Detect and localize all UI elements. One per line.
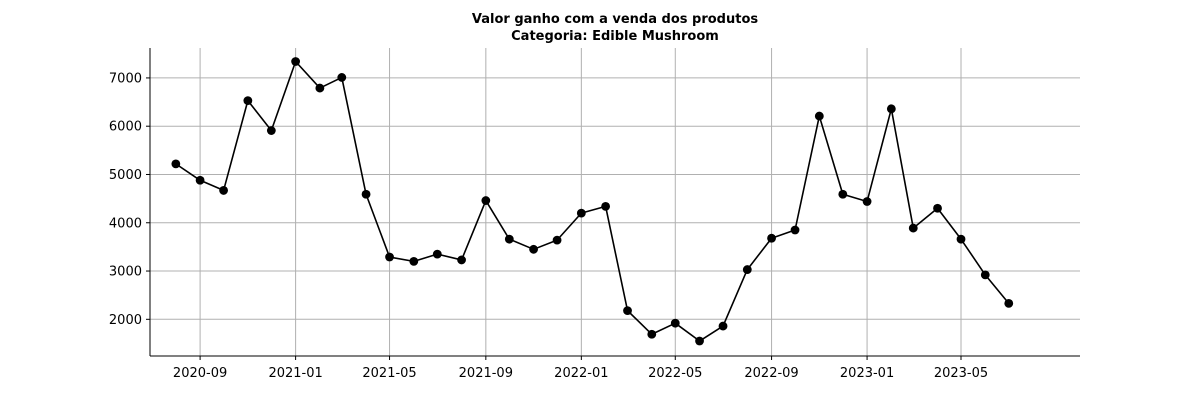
data-point (767, 233, 776, 243)
data-point (315, 83, 325, 93)
axes (146, 48, 1080, 360)
data-point (243, 96, 253, 106)
x-tick-label: 2021-05 (362, 366, 416, 381)
data-point (790, 225, 800, 235)
x-tick-label: 2021-09 (459, 366, 513, 381)
data-point (1004, 298, 1014, 308)
data-point (838, 189, 848, 199)
data-point (552, 235, 562, 245)
data-point (385, 252, 394, 262)
chart-subtitle: Categoria: Edible Mushroom (511, 29, 719, 44)
data-point (623, 306, 632, 316)
series-group (171, 57, 1014, 346)
chart-title: Valor ganho com a venda dos produtos (472, 12, 759, 27)
tick-labels: 2000 3000 4000 5000 6000 7000 2020-09 2021-01 20… (109, 71, 988, 381)
data-point (171, 159, 181, 169)
data-point (529, 244, 538, 254)
x-tick-label: 2021-01 (268, 366, 322, 381)
data-point (504, 234, 514, 244)
x-tick-label: 2023-01 (840, 366, 894, 381)
data-point (814, 111, 824, 121)
y-tick-label: 4000 (109, 216, 142, 231)
data-point (980, 270, 990, 280)
data-point (266, 126, 276, 135)
y-tick-label: 3000 (109, 265, 142, 280)
data-point (908, 223, 918, 233)
data-point (742, 265, 752, 274)
y-tick-label: 2000 (109, 313, 142, 328)
data-point (695, 336, 704, 346)
x-tick-label: 2022-09 (744, 366, 798, 381)
data-point (601, 201, 611, 211)
data-point (718, 321, 728, 331)
data-point (195, 175, 205, 185)
data-point (409, 256, 419, 266)
grid-lines (150, 48, 1080, 356)
series-line (175, 60, 1010, 342)
x-tick-label: 2022-05 (648, 366, 702, 381)
data-point (291, 57, 301, 66)
data-point (361, 189, 371, 199)
data-point (457, 255, 466, 265)
data-point (956, 234, 966, 244)
data-point (933, 203, 942, 213)
x-tick-label: 2020-09 (173, 366, 227, 381)
y-tick-label: 6000 (109, 120, 142, 135)
y-tick-label: 5000 (109, 168, 142, 183)
data-point (647, 329, 657, 339)
data-point (481, 196, 491, 205)
data-point (432, 249, 442, 259)
data-point (219, 186, 228, 195)
data-point (337, 73, 347, 82)
data-point (862, 197, 872, 206)
x-tick-label: 2023-05 (934, 366, 988, 381)
x-tick-label: 2022-01 (554, 366, 608, 381)
data-point (886, 104, 896, 114)
data-point (576, 208, 586, 218)
y-tick-label: 7000 (109, 71, 142, 86)
data-point (670, 318, 680, 328)
